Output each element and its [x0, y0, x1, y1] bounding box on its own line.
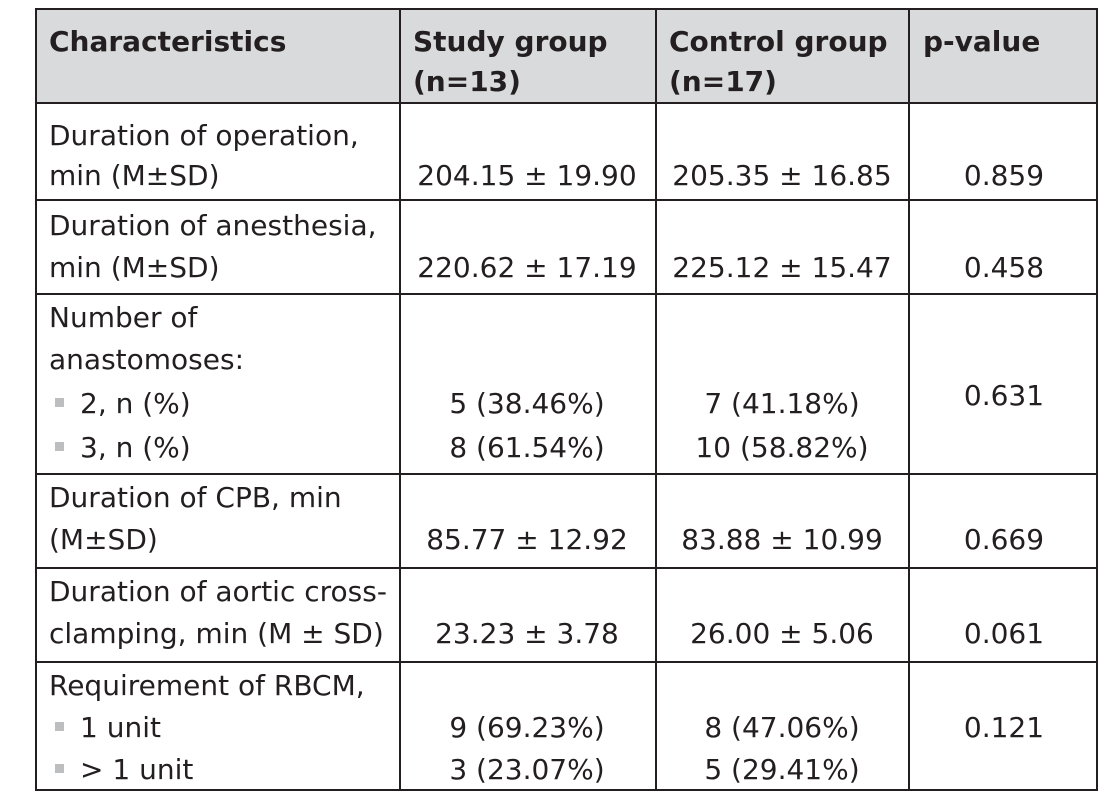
- row-label: anastomoses:: [49, 343, 245, 376]
- control-value: 8 (47.06%): [704, 711, 860, 744]
- row-label: clamping, min (M ± SD): [49, 617, 384, 650]
- square-bullet-icon: [55, 721, 64, 731]
- item-label: > 1 unit: [80, 753, 194, 786]
- p-value: 0.458: [963, 251, 1045, 284]
- item-label: 2, n (%): [80, 387, 191, 420]
- row-divider: [35, 567, 1098, 569]
- row-divider: [35, 293, 1098, 295]
- study-value: 5 (38.46%): [449, 387, 605, 420]
- item-label: 3, n (%): [80, 431, 191, 464]
- table-border: [35, 8, 1098, 791]
- row-label: Number of: [49, 301, 198, 334]
- row-label: min (M±SD): [49, 251, 220, 284]
- square-bullet-icon: [55, 397, 64, 407]
- study-value: 9 (69.23%): [449, 711, 605, 744]
- row-label: (M±SD): [49, 523, 158, 556]
- list-item: 1 unit: [55, 706, 161, 750]
- row-label: min (M±SD): [49, 159, 220, 192]
- row-divider: [35, 473, 1098, 475]
- header-p-value: p-value: [923, 25, 1041, 58]
- p-value: 0.669: [963, 523, 1045, 556]
- study-value: 204.15 ± 19.90: [417, 159, 637, 192]
- control-value: 225.12 ± 15.47: [672, 251, 892, 284]
- square-bullet-icon: [55, 763, 64, 773]
- control-value: 83.88 ± 10.99: [681, 523, 883, 556]
- p-value: 0.859: [963, 159, 1045, 192]
- row-divider: [35, 102, 1098, 104]
- control-value: 205.35 ± 16.85: [672, 159, 892, 192]
- header-study-group-n: (n=13): [413, 65, 521, 98]
- study-value: 3 (23.07%): [449, 753, 605, 786]
- study-value: 23.23 ± 3.78: [435, 617, 619, 650]
- control-value: 7 (41.18%): [704, 387, 860, 420]
- row-divider: [35, 199, 1098, 201]
- p-value: 0.631: [963, 379, 1045, 412]
- column-divider: [655, 8, 657, 791]
- square-bullet-icon: [55, 441, 64, 451]
- row-label: Requirement of RBCM,: [49, 669, 365, 702]
- control-value: 26.00 ± 5.06: [690, 617, 874, 650]
- study-value: 220.62 ± 17.19: [417, 251, 637, 284]
- column-divider: [399, 8, 401, 791]
- header-characteristics: Characteristics: [49, 25, 287, 58]
- characteristics-table: Characteristics Study group (n=13) Contr…: [35, 8, 1101, 793]
- column-divider: [908, 8, 910, 791]
- header-control-group-n: (n=17): [669, 65, 777, 98]
- study-value: 8 (61.54%): [449, 431, 605, 464]
- list-item: 3, n (%): [55, 426, 191, 470]
- control-value: 5 (29.41%): [704, 753, 860, 786]
- table-header-row: [35, 8, 1098, 103]
- item-label: 1 unit: [80, 711, 161, 744]
- header-study-group: Study group: [413, 25, 608, 58]
- study-value: 85.77 ± 12.92: [426, 523, 628, 556]
- control-value: 10 (58.82%): [695, 431, 869, 464]
- row-divider: [35, 661, 1098, 663]
- p-value: 0.061: [963, 617, 1045, 650]
- header-control-group: Control group: [669, 25, 888, 58]
- row-label: Duration of aortic cross-: [49, 575, 387, 608]
- list-item: > 1 unit: [55, 748, 193, 792]
- p-value: 0.121: [963, 711, 1045, 744]
- row-label: Duration of CPB, min: [49, 481, 342, 514]
- row-label: Duration of anesthesia,: [49, 209, 377, 242]
- list-item: 2, n (%): [55, 382, 191, 426]
- row-label: Duration of operation,: [49, 119, 359, 152]
